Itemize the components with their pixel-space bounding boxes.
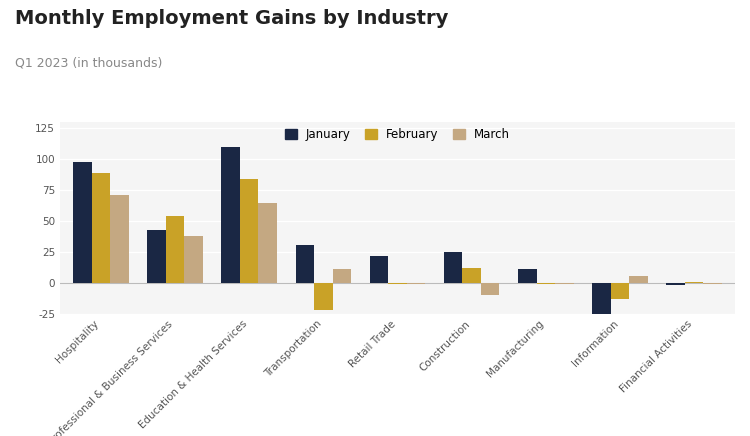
Bar <box>444 252 463 283</box>
Bar <box>704 283 722 284</box>
Bar <box>555 283 574 284</box>
Bar <box>259 203 277 283</box>
Bar <box>406 283 425 284</box>
Legend: January, February, March: January, February, March <box>285 128 510 141</box>
Bar <box>481 283 500 295</box>
Bar <box>296 245 314 283</box>
Bar <box>610 283 629 299</box>
Bar <box>685 282 703 283</box>
Bar <box>240 179 259 283</box>
Bar <box>221 147 240 283</box>
Bar <box>629 276 648 283</box>
Bar <box>110 195 128 283</box>
Bar <box>463 268 481 283</box>
Bar <box>73 162 92 283</box>
Bar <box>536 283 555 284</box>
Bar <box>388 283 406 284</box>
Bar <box>166 216 184 283</box>
Bar <box>147 230 166 283</box>
Bar <box>370 256 388 283</box>
Bar <box>518 269 536 283</box>
Text: Q1 2023 (in thousands): Q1 2023 (in thousands) <box>15 57 162 70</box>
Bar <box>314 283 332 310</box>
Bar <box>667 283 685 286</box>
Bar <box>592 283 610 317</box>
Bar <box>92 173 110 283</box>
Text: Monthly Employment Gains by Industry: Monthly Employment Gains by Industry <box>15 9 448 28</box>
Bar <box>184 236 202 283</box>
Bar <box>332 269 351 283</box>
